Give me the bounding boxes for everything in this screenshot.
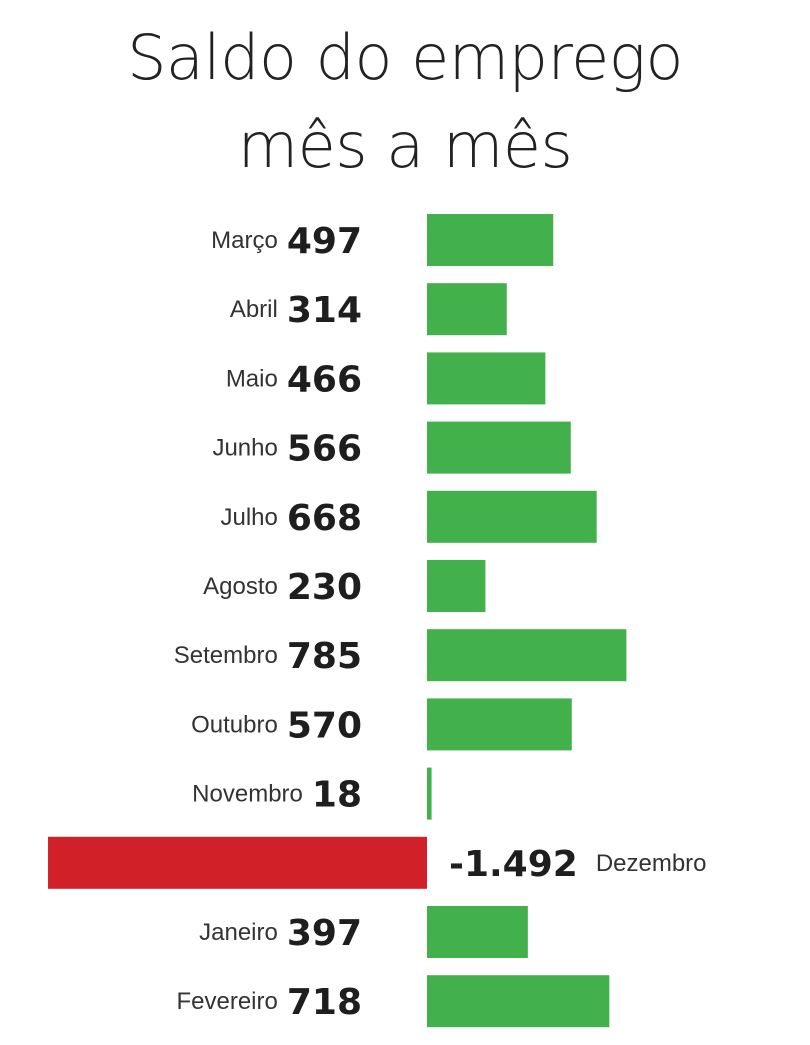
month-label-6: Setembro xyxy=(174,642,278,669)
bar-11 xyxy=(427,975,610,1028)
bar-4 xyxy=(427,490,597,543)
value-label-0: 497 xyxy=(287,221,362,262)
bar-9 xyxy=(48,836,427,889)
value-label-2: 466 xyxy=(287,359,362,400)
value-label-3: 566 xyxy=(287,429,362,470)
month-label-2: Maio xyxy=(226,365,278,392)
month-label-11: Fevereiro xyxy=(176,988,277,1015)
value-label-7: 570 xyxy=(287,705,362,746)
bar-8 xyxy=(427,767,432,820)
bar-10 xyxy=(427,906,528,958)
month-label-10: Janeiro xyxy=(199,919,278,946)
month-label-5: Agosto xyxy=(203,573,278,600)
month-label-8: Novembro xyxy=(192,781,303,808)
value-label-9: -1.492 xyxy=(449,844,578,885)
value-label-6: 785 xyxy=(287,636,362,677)
month-label-4: Julho xyxy=(220,504,277,531)
chart-title-line-1: Saldo do emprego xyxy=(127,21,683,94)
month-label-1: Abril xyxy=(230,296,278,323)
bar-5 xyxy=(427,560,486,612)
bar-7 xyxy=(427,698,572,751)
value-label-10: 397 xyxy=(287,913,362,954)
bar-3 xyxy=(427,421,571,474)
chart-title-line-2: mês a mês xyxy=(237,109,573,182)
bar-6 xyxy=(427,629,627,682)
value-label-5: 230 xyxy=(287,567,362,608)
value-label-11: 718 xyxy=(287,982,362,1023)
bar-1 xyxy=(427,283,507,336)
value-label-8: 18 xyxy=(312,775,362,816)
chart-title: Saldo do emprego mês a mês xyxy=(0,14,810,190)
month-label-7: Outubro xyxy=(191,711,278,738)
bar-0 xyxy=(427,214,554,266)
bar-2 xyxy=(427,352,546,405)
month-label-9: Dezembro xyxy=(596,850,707,877)
value-label-4: 668 xyxy=(287,498,362,539)
month-label-3: Junho xyxy=(212,435,277,462)
month-label-0: Março xyxy=(211,227,278,254)
value-label-1: 314 xyxy=(287,290,362,331)
